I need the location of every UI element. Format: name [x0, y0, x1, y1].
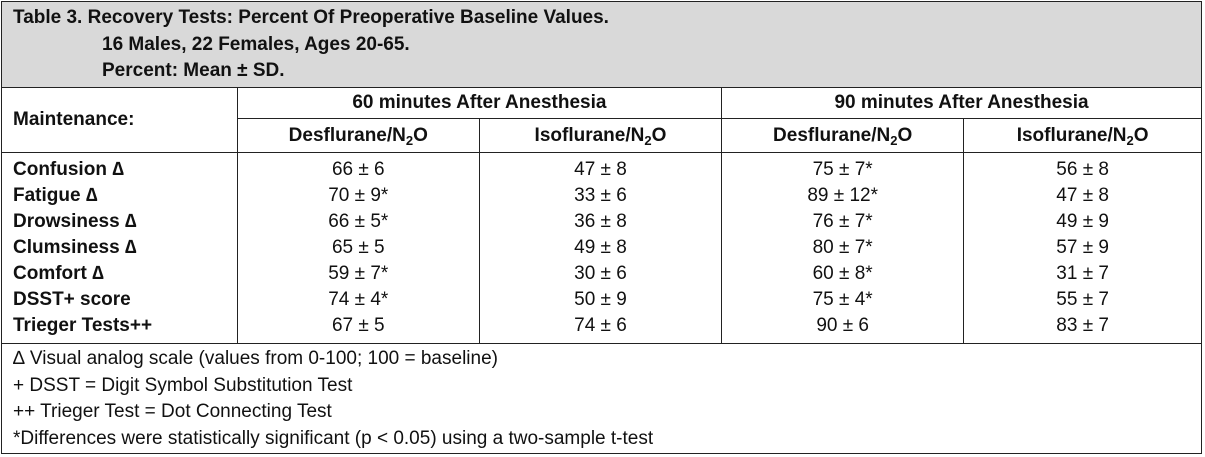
table-row: Confusion ∆ 66 ± 6 47 ± 8 75 ± 7* 56 ± 8: [2, 152, 1201, 183]
table-cell: 47 ± 8: [478, 152, 722, 183]
table-cell: 59 ± 7*: [236, 261, 480, 287]
table-cell: 57 ± 9: [963, 235, 1201, 261]
row-label: Clumsiness ∆: [13, 237, 137, 258]
table-cell: 56 ± 8: [963, 152, 1201, 183]
table-cell: 89 ± 12*: [721, 183, 964, 209]
agent-header: Isoflurane/N2O: [478, 118, 722, 153]
agent-header: Desflurane/N2O: [236, 118, 480, 153]
table-cell: 66 ± 6: [236, 152, 480, 183]
row-label: Drowsiness ∆: [13, 211, 137, 232]
table-row: Comfort ∆ 59 ± 7* 30 ± 6 60 ± 8* 31 ± 7: [2, 261, 1201, 287]
row-label: Trieger Tests++: [13, 315, 153, 336]
table-cell: 70 ± 9*: [236, 183, 480, 209]
table-cell: 30 ± 6: [478, 261, 722, 287]
row-label: Confusion ∆: [13, 159, 124, 180]
footnote-vas: ∆ Visual analog scale (values from 0-100…: [13, 348, 498, 369]
table-footnotes: ∆ Visual analog scale (values from 0-100…: [2, 343, 1201, 452]
table-cell: 75 ± 7*: [721, 152, 964, 183]
table-cell: 76 ± 7*: [721, 209, 964, 235]
row-label: Fatigue ∆: [13, 185, 98, 206]
table-cell: 31 ± 7: [963, 261, 1201, 287]
agent-header: Isoflurane/N2O: [963, 118, 1201, 153]
table-row: Clumsiness ∆ 65 ± 5 49 ± 8 80 ± 7* 57 ± …: [2, 235, 1201, 261]
row-label: Comfort ∆: [13, 263, 104, 284]
footnote-trieger: ++ Trieger Test = Dot Connecting Test: [13, 401, 332, 422]
maintenance-header: Maintenance:: [2, 88, 238, 153]
table-cell: 55 ± 7: [963, 287, 1201, 313]
table-cell: 75 ± 4*: [721, 287, 964, 313]
table-cell: 49 ± 8: [478, 235, 722, 261]
table-cell: 65 ± 5: [236, 235, 480, 261]
table-cell: 66 ± 5*: [236, 209, 480, 235]
table-cell: 33 ± 6: [478, 183, 722, 209]
table-row: Drowsiness ∆ 66 ± 5* 36 ± 8 76 ± 7* 49 ±…: [2, 209, 1201, 235]
agent-header: Desflurane/N2O: [721, 118, 964, 153]
group-header-60min: 60 minutes After Anesthesia: [236, 88, 722, 119]
group-header-90min: 90 minutes After Anesthesia: [721, 88, 1201, 119]
table-cell: 74 ± 4*: [236, 287, 480, 313]
table-cell: 80 ± 7*: [721, 235, 964, 261]
table-subtitle-demographics: 16 Males, 22 Females, Ages 20-65.: [102, 34, 410, 55]
table-cell: 36 ± 8: [478, 209, 722, 235]
table-row: DSST+ score 74 ± 4* 50 ± 9 75 ± 4* 55 ± …: [2, 287, 1201, 313]
table-cell: 49 ± 9: [963, 209, 1201, 235]
table-cell: 60 ± 8*: [721, 261, 964, 287]
table-row: Fatigue ∆ 70 ± 9* 33 ± 6 89 ± 12* 47 ± 8: [2, 183, 1201, 209]
table-subtitle-units: Percent: Mean ± SD.: [102, 60, 285, 81]
footnote-significance: *Differences were statistically signific…: [13, 427, 654, 449]
row-label: DSST+ score: [13, 289, 131, 310]
table-title: Table 3. Recovery Tests: Percent Of Preo…: [13, 7, 609, 28]
table-cell: 67 ± 5: [236, 313, 480, 344]
table-cell: 90 ± 6: [721, 313, 964, 344]
footnote-dsst: + DSST = Digit Symbol Substitution Test: [13, 374, 353, 396]
table-row: Trieger Tests++ 67 ± 5 74 ± 6 90 ± 6 83 …: [2, 313, 1201, 344]
table-title-block: Table 3. Recovery Tests: Percent Of Preo…: [2, 2, 1201, 88]
table-cell: 47 ± 8: [963, 183, 1201, 209]
recovery-table: Maintenance: 60 minutes After Anesthesia…: [2, 88, 1201, 452]
table-cell: 50 ± 9: [478, 287, 722, 313]
table-cell: 74 ± 6: [478, 313, 722, 344]
table-cell: 83 ± 7: [963, 313, 1201, 344]
